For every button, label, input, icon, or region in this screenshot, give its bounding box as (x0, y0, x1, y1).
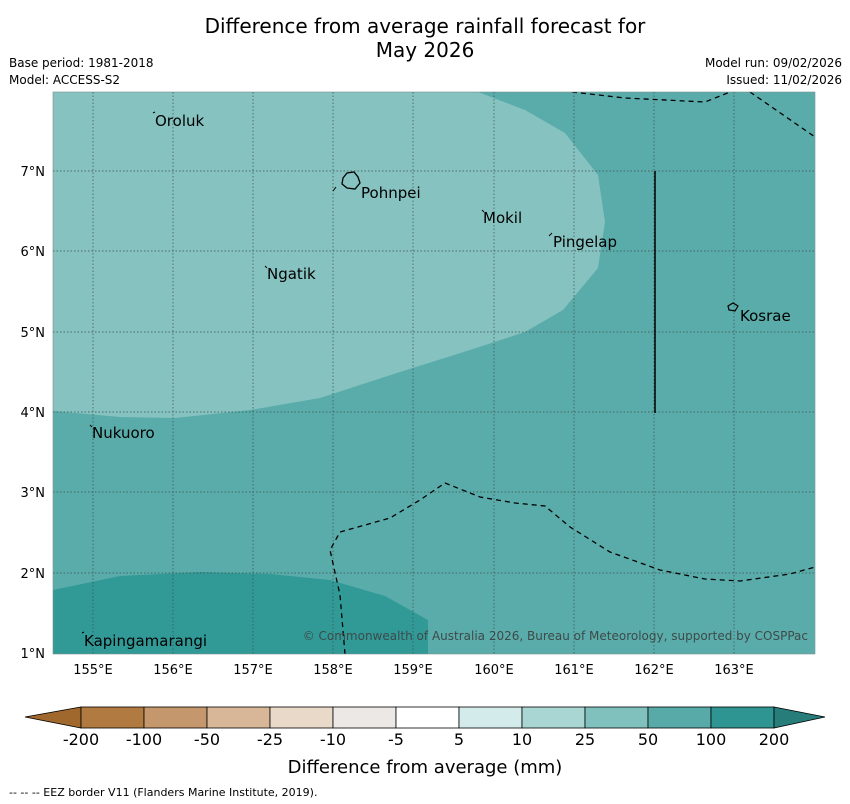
graticule (53, 92, 815, 654)
colorbar-swatch (584, 706, 649, 729)
colorbar-label: -50 (194, 730, 220, 749)
atoll-marks (81, 111, 553, 634)
map-title: Difference from average rainfall forecas… (0, 14, 850, 62)
map-area (53, 92, 815, 654)
colorbar-swatch (80, 706, 145, 729)
lon-label-159e: 159°E (393, 663, 433, 678)
label-mokil: Mokil (483, 209, 522, 227)
label-pohnpei: Pohnpei (361, 184, 421, 202)
issued-date: Issued: 11/02/2026 (726, 73, 842, 87)
colorbar-swatch (206, 706, 271, 729)
meta-right: Model run: 09/02/2026 Issued: 11/02/2026 (705, 55, 842, 89)
lon-label-157e: 157°E (233, 663, 273, 678)
colorbar-label: 100 (696, 730, 727, 749)
colorbar-swatch (458, 706, 523, 729)
colorbar-swatch (269, 706, 334, 729)
colorbar-label: 200 (759, 730, 790, 749)
islet-mark (332, 186, 337, 192)
lat-tick-labels: 7°N 6°N 5°N 4°N 3°N 2°N 1°N (21, 165, 46, 662)
lat-label-4n: 4°N (21, 406, 46, 421)
kosrae-island-icon (727, 302, 739, 312)
colorbar-swatch (332, 706, 397, 729)
label-oroluk: Oroluk (155, 112, 204, 130)
model-run: Model run: 09/02/2026 (704, 56, 842, 70)
colorbar-label: -5 (388, 730, 404, 749)
pohnpei-island-icon (341, 171, 361, 190)
colorbar-label: 5 (454, 730, 464, 749)
label-ngatik: Ngatik (267, 265, 316, 283)
lon-label-158e: 158°E (313, 663, 353, 678)
lon-label-161e: 161°E (554, 663, 594, 678)
colorbar-label: 50 (638, 730, 658, 749)
forecast-band-10-25 (53, 92, 605, 418)
title-line-2: May 2026 (375, 38, 475, 62)
label-nukuoro: Nukuoro (92, 424, 155, 442)
colorbar-swatch (395, 706, 460, 729)
lat-label-1n: 1°N (21, 647, 46, 662)
lon-tick-labels: 155°E 156°E 157°E 158°E 159°E 160°E 161°… (73, 663, 754, 678)
meta-left: Base period: 1981-2018 Model: ACCESS-S2 (9, 55, 154, 89)
colorbar-label: -10 (320, 730, 346, 749)
colorbar-swatch (521, 706, 586, 729)
base-period: Base period: 1981-2018 (9, 56, 154, 70)
colorbar-label: 25 (575, 730, 595, 749)
lat-label-5n: 5°N (21, 326, 46, 341)
title-line-1: Difference from average rainfall forecas… (204, 14, 646, 38)
lat-label-2n: 2°N (21, 567, 46, 582)
colorbar-swatch (143, 706, 208, 729)
lon-label-160e: 160°E (474, 663, 514, 678)
colorbar-extend-high (773, 706, 826, 729)
eez-border (329, 92, 815, 654)
colorbar-title: Difference from average (mm) (288, 757, 563, 778)
colorbar-label: 10 (512, 730, 532, 749)
lat-label-6n: 6°N (21, 245, 46, 260)
lon-label-163e: 163°E (714, 663, 754, 678)
colorbar-extend-low (24, 706, 82, 729)
lon-label-162e: 162°E (634, 663, 674, 678)
copyright-text: © Commonwealth of Australia 2026, Bureau… (303, 629, 808, 643)
colorbar-swatch (647, 706, 712, 729)
label-kosrae: Kosrae (740, 307, 791, 325)
lat-label-7n: 7°N (21, 165, 46, 180)
colorbar-label: -100 (126, 730, 162, 749)
lon-label-156e: 156°E (153, 663, 193, 678)
colorbar: -200 -100 -50 -25 -10 -5 5 10 25 50 100 200 (24, 706, 826, 749)
label-pingelap: Pingelap (553, 233, 617, 251)
label-kapingamarangi: Kapingamarangi (84, 632, 207, 650)
colorbar-label: -25 (257, 730, 283, 749)
lon-label-155e: 155°E (73, 663, 113, 678)
map-frame (52, 91, 816, 655)
colorbar-label: -200 (63, 730, 99, 749)
colorbar-swatch (710, 706, 775, 729)
eez-legend-note: -- -- -- EEZ border V11 (Flanders Marine… (9, 786, 318, 799)
model-name: Model: ACCESS-S2 (9, 73, 121, 87)
lat-label-3n: 3°N (21, 486, 46, 501)
forecast-band-50-100 (53, 572, 428, 654)
